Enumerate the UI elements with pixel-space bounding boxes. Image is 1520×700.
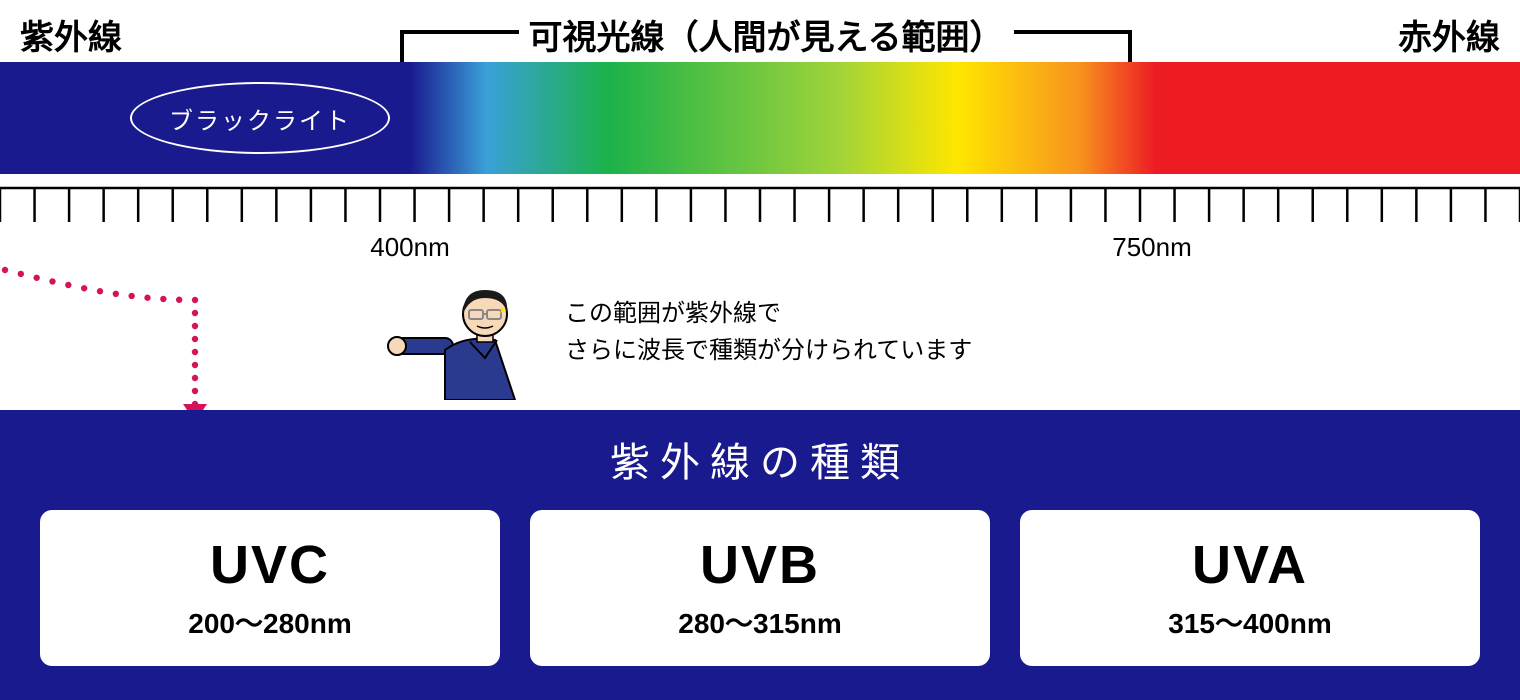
uv-type-name: UVA — [1030, 538, 1470, 592]
visible-label: 可視光線（人間が見える範囲） — [519, 10, 1014, 59]
ir-heading: 赤外線 — [1398, 10, 1500, 59]
uv-type-cards: UVC 200〜280nm UVB 280〜315nm UVA 315〜400nm — [40, 510, 1480, 666]
uv-types-title: 紫外線の種類 — [40, 430, 1480, 488]
uv-type-range: 200〜280nm — [50, 602, 490, 642]
uv-type-card: UVB 280〜315nm — [530, 510, 990, 666]
explainer-line2: さらに波長で種類が分けられています — [565, 332, 972, 369]
uv-type-range: 315〜400nm — [1030, 602, 1470, 642]
ruler-labels: 400nm 750nm — [0, 232, 1520, 272]
uv-types-panel: 紫外線の種類 UVC 200〜280nm UVB 280〜315nm UVA 315〜40… — [0, 410, 1520, 700]
header-row: 紫外線 可視光線（人間が見える範囲） 赤外線 — [20, 10, 1500, 60]
explainer-block: この範囲が紫外線で さらに波長で種類が分けられています — [385, 280, 972, 400]
uv-type-card: UVC 200〜280nm — [40, 510, 500, 666]
wavelength-ruler — [0, 184, 1520, 234]
uv-type-card: UVA 315〜400nm — [1020, 510, 1480, 666]
explainer-text: この範囲が紫外線で さらに波長で種類が分けられています — [565, 280, 972, 369]
uv-type-name: UVB — [540, 538, 980, 592]
blacklight-ellipse: ブラックライト — [130, 82, 390, 154]
blacklight-label: ブラックライト — [169, 101, 351, 136]
ruler-tick-label: 400nm — [370, 232, 450, 263]
explainer-line1: この範囲が紫外線で — [565, 295, 972, 332]
explainer-character-icon — [385, 280, 545, 400]
uv-range-arrow — [0, 262, 220, 422]
uv-type-range: 280〜315nm — [540, 602, 980, 642]
uv-heading: 紫外線 — [20, 10, 122, 59]
ruler-tick-label: 750nm — [1112, 232, 1192, 263]
uv-type-name: UVC — [50, 538, 490, 592]
